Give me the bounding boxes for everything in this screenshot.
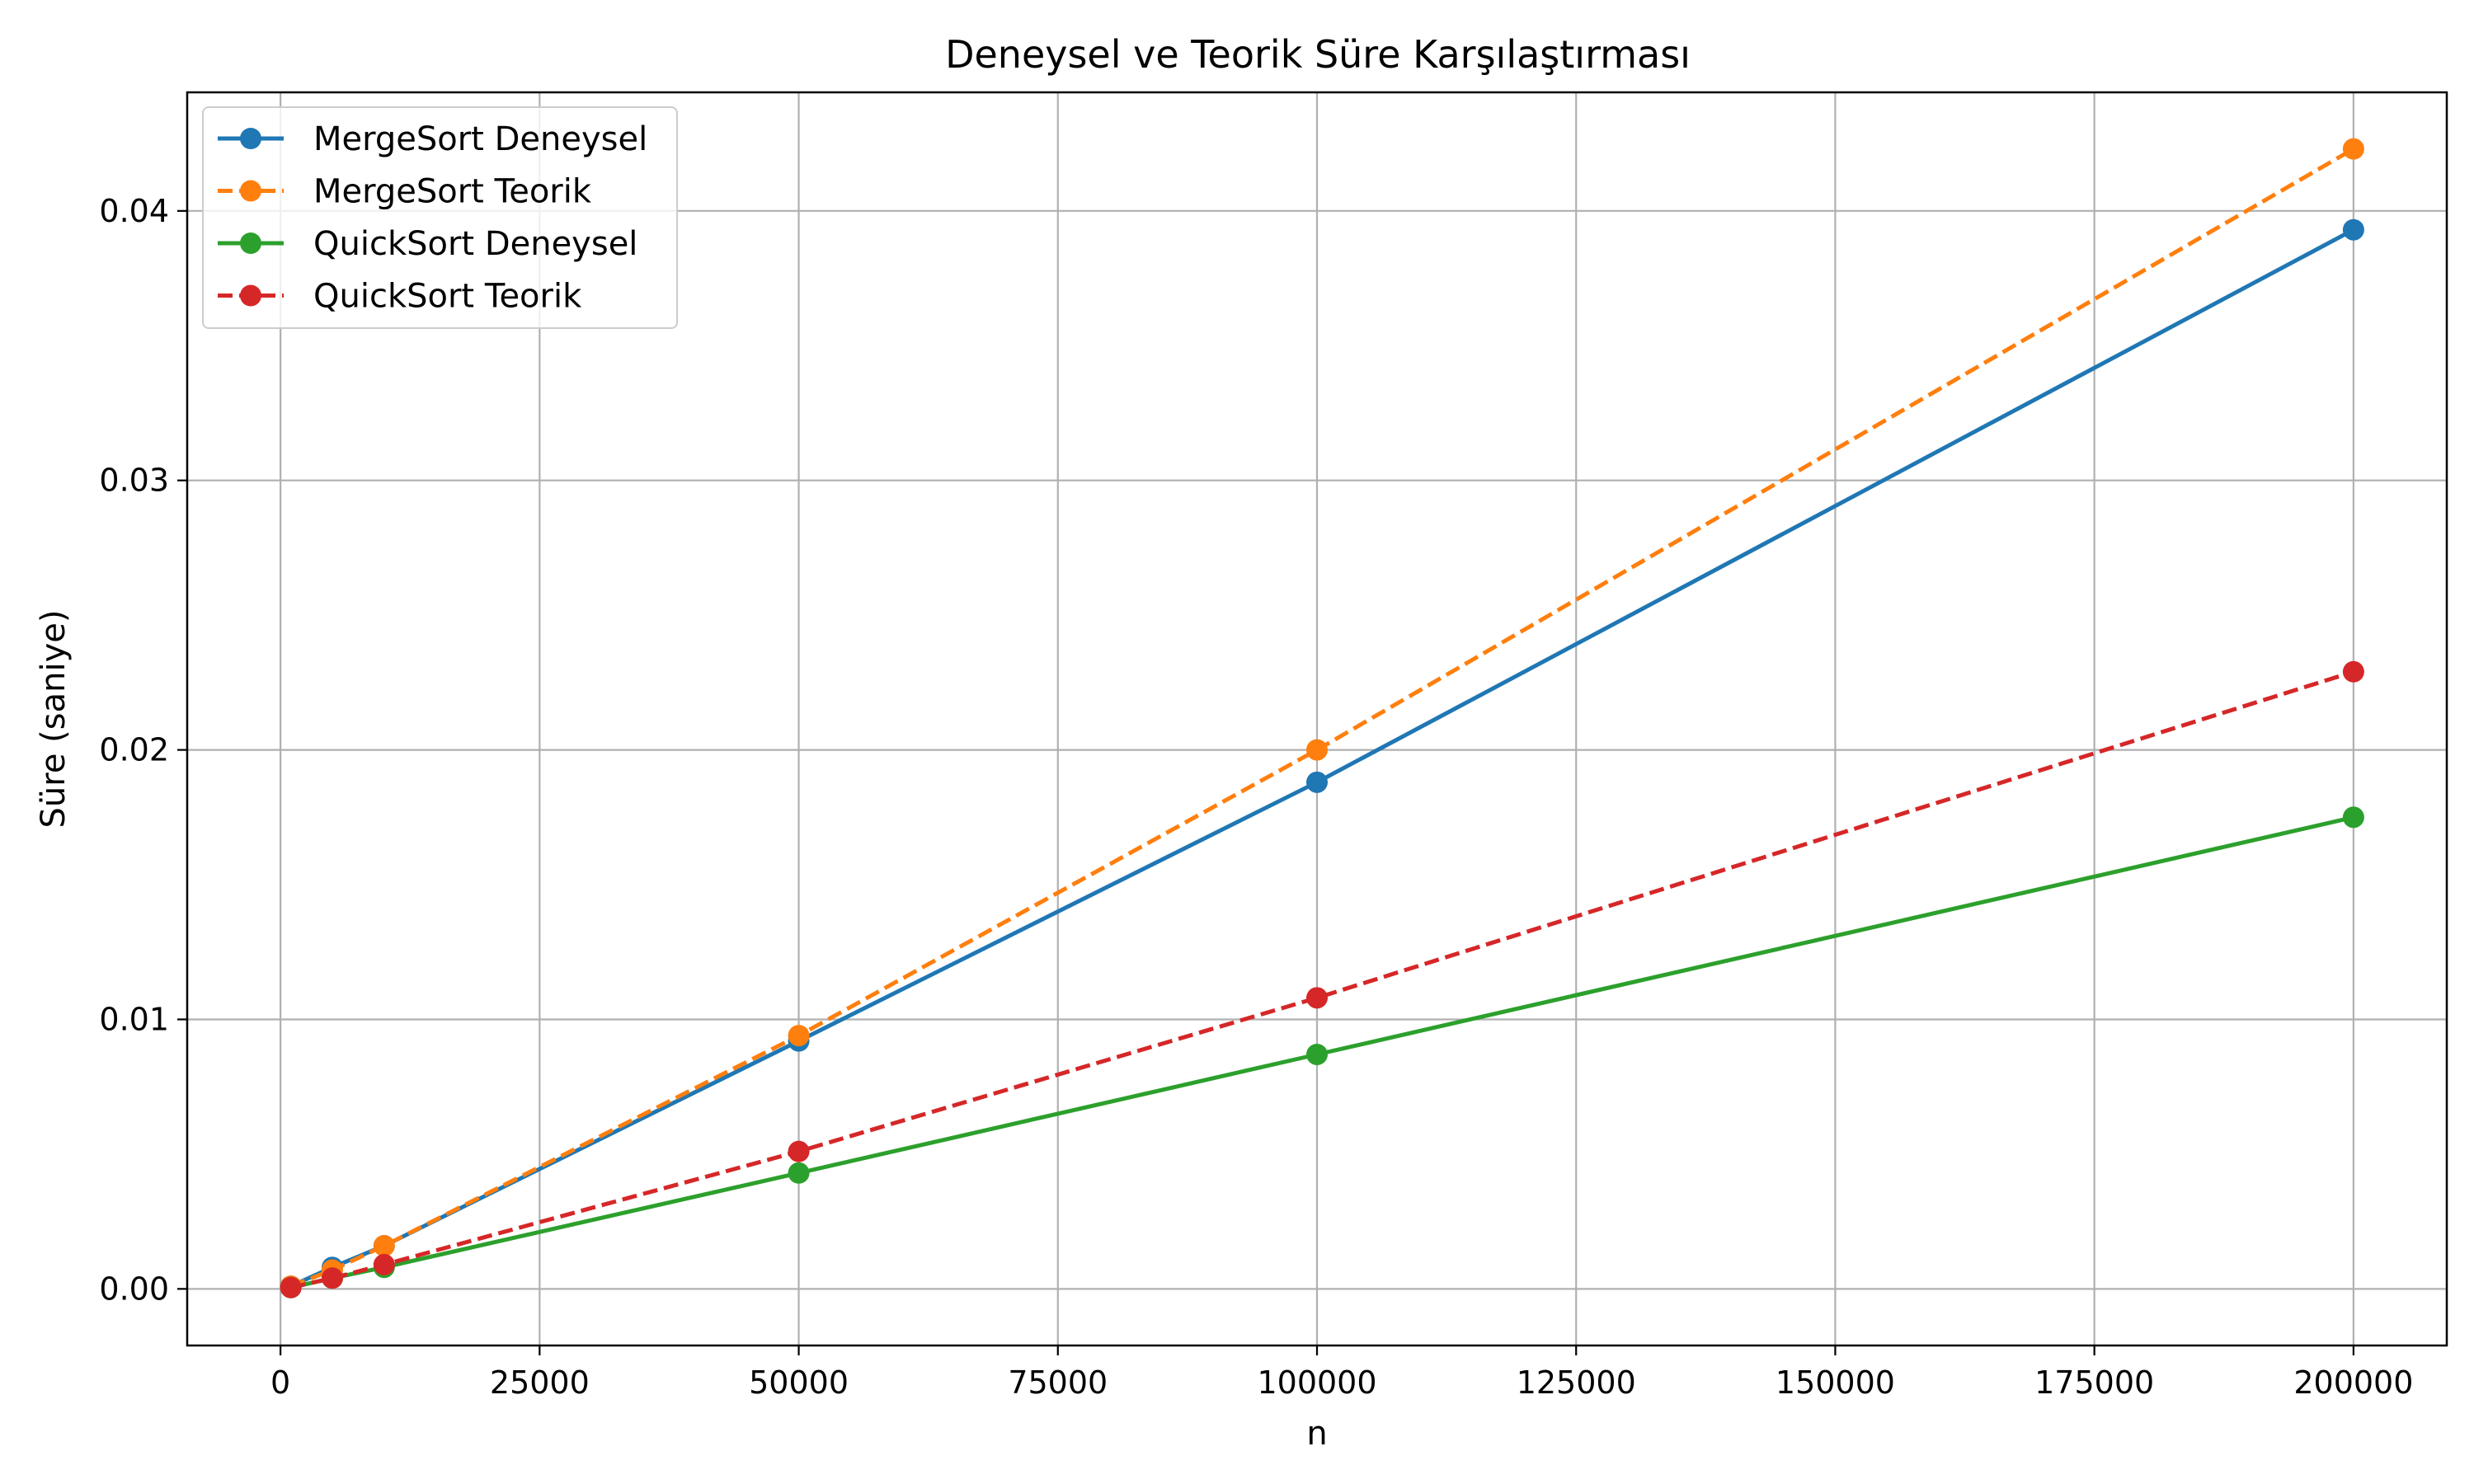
data-point: [280, 1276, 302, 1298]
data-point: [373, 1235, 395, 1257]
data-point: [2342, 660, 2364, 683]
axis-ticks: 0 25000 50000 75000 100000 125000 150000 175000…: [99, 193, 2413, 1401]
x-tick-label: 100000: [1257, 1364, 1376, 1401]
x-axis-label: n: [1306, 1415, 1327, 1453]
x-tick-label: 75000: [1008, 1364, 1108, 1401]
legend: MergeSort Deneysel MergeSort Teorik QuickS…: [202, 106, 678, 329]
data-point: [1306, 987, 1328, 1009]
y-tick-label: 0.02: [99, 732, 169, 768]
y-tick-label: 0.00: [99, 1270, 169, 1307]
x-tick-label: 125000: [1517, 1364, 1636, 1401]
data-point: [1306, 739, 1328, 761]
legend-marker: [240, 180, 261, 202]
data-point: [788, 1140, 810, 1162]
legend-label: MergeSort Teorik: [313, 173, 592, 211]
data-point: [788, 1162, 810, 1184]
x-tick-label: 200000: [2293, 1364, 2413, 1401]
data-point: [788, 1025, 810, 1047]
legend-item: MergeSort Deneysel: [218, 120, 647, 158]
x-tick-label: 25000: [490, 1364, 590, 1401]
legend-marker: [240, 284, 261, 307]
data-point: [1306, 1043, 1328, 1065]
data-point: [1306, 771, 1328, 793]
x-tick-label: 50000: [749, 1364, 849, 1401]
legend-label: QuickSort Deneysel: [313, 225, 637, 263]
series-quicksort-teorik: [280, 660, 2364, 1298]
legend-box: [202, 106, 678, 329]
series-layer: [280, 138, 2364, 1298]
y-tick-label: 0.01: [99, 1001, 169, 1037]
legend-label: MergeSort Deneysel: [313, 120, 647, 158]
data-point: [2342, 218, 2364, 241]
legend-item: QuickSort Teorik: [218, 278, 582, 316]
series-line: [289, 147, 2355, 1289]
y-tick-label: 0.03: [99, 463, 169, 499]
x-tick-label: 175000: [2034, 1364, 2154, 1401]
data-point: [2342, 806, 2364, 829]
y-axis-label: Süre (saniye): [35, 610, 73, 829]
y-tick-label: 0.04: [99, 193, 169, 229]
x-tick-label: 0: [270, 1364, 290, 1401]
x-tick-label: 150000: [1776, 1364, 1895, 1401]
legend-marker: [240, 128, 261, 149]
chart-title: Deneysel ve Teorik Süre Karşılaştırması: [945, 32, 1691, 77]
data-point: [321, 1267, 343, 1289]
legend-item: MergeSort Teorik: [218, 173, 592, 211]
legend-label: QuickSort Teorik: [313, 278, 582, 316]
data-point: [373, 1253, 395, 1275]
grid: [187, 92, 2447, 1345]
legend-marker: [240, 232, 261, 254]
legend-item: QuickSort Deneysel: [218, 225, 637, 263]
data-point: [2342, 138, 2364, 160]
